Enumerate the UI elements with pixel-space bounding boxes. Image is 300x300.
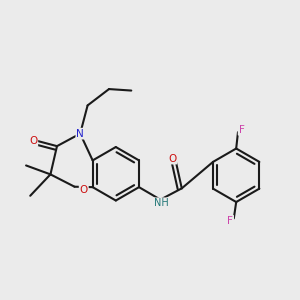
Text: F: F bbox=[227, 216, 233, 226]
Text: NH: NH bbox=[154, 198, 168, 208]
Text: O: O bbox=[29, 136, 37, 146]
Text: N: N bbox=[76, 129, 84, 139]
Text: O: O bbox=[168, 154, 176, 164]
Text: O: O bbox=[80, 184, 88, 194]
Text: F: F bbox=[238, 125, 244, 135]
